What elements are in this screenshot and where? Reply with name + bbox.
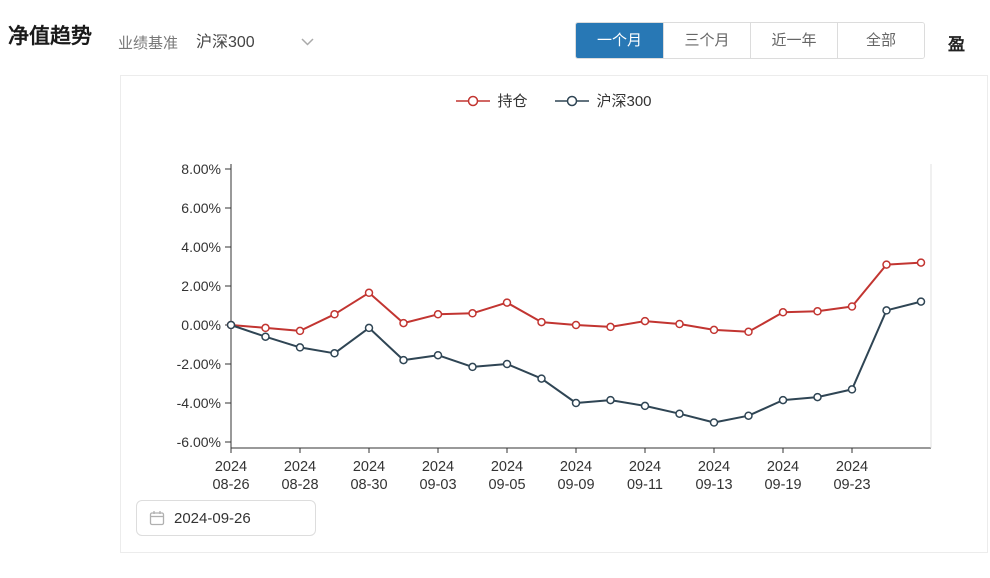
period-tabs: 一个月 三个月 近一年 全部 <box>575 22 925 59</box>
legend-line-marker-icon <box>456 95 491 106</box>
tab-all[interactable]: 全部 <box>837 23 924 58</box>
chevron-down-icon <box>301 37 314 46</box>
legend-label: 沪深300 <box>596 93 652 110</box>
benchmark-label: 业绩基准 <box>118 35 179 52</box>
legend-label: 持仓 <box>497 93 528 110</box>
benchmark-select[interactable]: 沪深300 <box>196 28 314 52</box>
calendar-icon <box>149 510 165 526</box>
svg-text:-4.00%: -4.00% <box>177 395 221 411</box>
page-title: 净值趋势 <box>8 25 92 48</box>
svg-text:2.00%: 2.00% <box>181 278 221 294</box>
benchmark-value: 沪深300 <box>196 34 255 51</box>
date-picker[interactable]: 2024-09-26 <box>136 500 316 536</box>
clipped-right-text: 盈 <box>948 35 965 54</box>
tab-one-month[interactable]: 一个月 <box>576 23 663 58</box>
legend-item[interactable]: 持仓 <box>456 90 527 111</box>
svg-text:8.00%: 8.00% <box>181 161 221 177</box>
svg-text:6.00%: 6.00% <box>181 200 221 216</box>
legend-item[interactable]: 沪深300 <box>555 90 652 111</box>
svg-text:-2.00%: -2.00% <box>177 356 221 372</box>
tab-three-months[interactable]: 三个月 <box>663 23 750 58</box>
svg-text:4.00%: 4.00% <box>181 239 221 255</box>
date-picker-value: 2024-09-26 <box>174 509 251 527</box>
svg-text:-6.00%: -6.00% <box>177 434 221 450</box>
chart-card: 持仓 沪深300 8.00% 6.00% 4.00% 2.00% 0.00% -2.00% -… <box>120 75 988 553</box>
legend-line-marker-icon <box>555 95 590 106</box>
chart-legend: 持仓 沪深300 <box>121 90 987 111</box>
tab-one-year[interactable]: 近一年 <box>750 23 837 58</box>
svg-text:0.00%: 0.00% <box>181 317 221 333</box>
line-chart: 8.00% 6.00% 4.00% 2.00% 0.00% -2.00% -4.00% -6.… <box>177 161 932 493</box>
